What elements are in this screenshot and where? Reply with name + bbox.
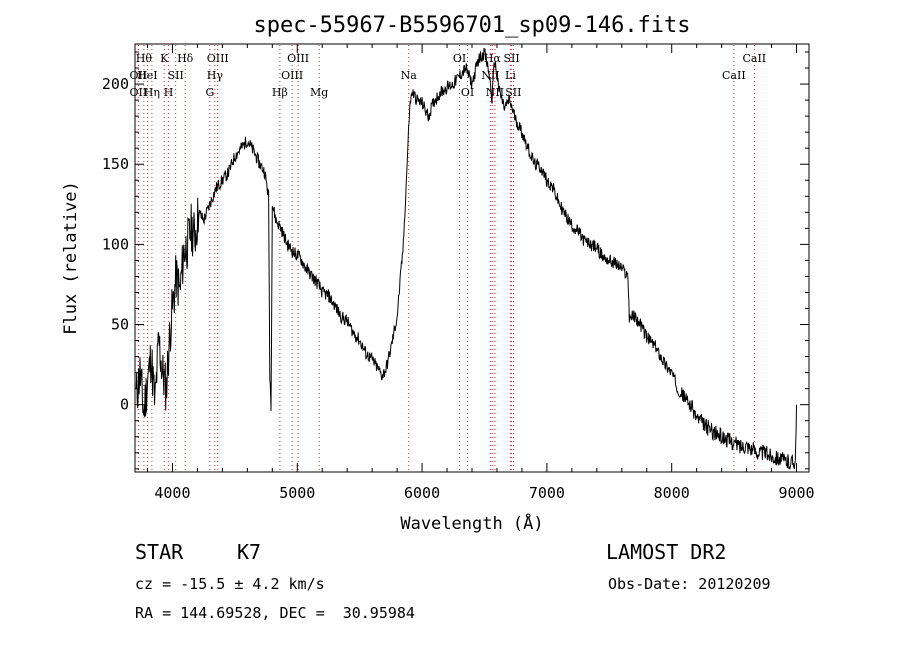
line-label-19: NII <box>481 69 499 82</box>
line-label-26: CaII <box>742 52 766 65</box>
chart-title: spec-55967-B5596701_sp09-146.fits <box>253 13 690 38</box>
survey-name: LAMOST DR2 <box>606 540 727 564</box>
line-label-18: OI <box>461 86 474 99</box>
line-label-12: Hβ <box>272 86 288 99</box>
line-label-15: Mg <box>310 86 328 99</box>
line-label-24: SII <box>505 86 521 99</box>
line-label-1: OII <box>130 69 148 82</box>
line-label-17: OI <box>453 52 466 65</box>
x-tick-label-6000: 6000 <box>404 484 440 502</box>
y-tick-label-150: 150 <box>102 155 129 173</box>
line-label-3: OII <box>130 86 148 99</box>
line-label-11: OIII <box>207 52 229 65</box>
line-label-9: G <box>205 86 214 99</box>
y-axis-label: Flux (relative) <box>61 181 81 335</box>
x-tick-label-7000: 7000 <box>529 484 565 502</box>
observation-date: Obs-Date: 20120209 <box>608 575 771 593</box>
line-label-7: SII <box>168 69 184 82</box>
y-tick-label-200: 200 <box>102 75 129 93</box>
line-label-4: Hη <box>144 86 160 99</box>
y-tick-label-100: 100 <box>102 235 129 253</box>
line-label-20: Hα <box>484 52 502 65</box>
line-label-14: OIII <box>287 52 309 65</box>
y-tick-label-50: 50 <box>111 316 129 334</box>
plot-frame <box>134 43 810 473</box>
spectrum-line <box>135 47 797 470</box>
x-tick-label-4000: 4000 <box>154 484 190 502</box>
x-axis-ticks: 4000 5000 6000 7000 8000 9000 <box>146 44 815 502</box>
object-class: STAR <box>135 540 184 564</box>
line-label-6: H <box>164 86 174 99</box>
line-label-13: OIII <box>281 69 303 82</box>
redshift-cz: cz = -15.5 ± 4.2 km/s <box>135 575 325 593</box>
line-label-8: Hδ <box>177 52 194 65</box>
x-tick-label-5000: 5000 <box>279 484 315 502</box>
line-label-25: CaII <box>722 69 746 82</box>
line-label-22: Li <box>505 69 516 82</box>
y-tick-label-0: 0 <box>120 396 129 414</box>
ra-dec: RA = 144.69528, DEC = 30.95984 <box>135 604 415 622</box>
x-axis-label: Wavelength (Å) <box>400 512 543 534</box>
line-label-16: Na <box>401 69 418 82</box>
object-subclass: K7 <box>237 540 262 564</box>
y-axis-ticks: 0 50 100 150 200 <box>102 51 809 470</box>
line-markers <box>137 45 755 471</box>
line-labels: HθOIIHeIOIIHηKHSIIHδGHγOIIIHβOIIIOIIIMgN… <box>130 52 767 99</box>
x-tick-label-8000: 8000 <box>654 484 690 502</box>
line-label-10: Hγ <box>207 69 224 82</box>
line-label-23: SII <box>503 52 519 65</box>
line-label-5: K <box>160 52 169 65</box>
x-tick-label-9000: 9000 <box>778 484 814 502</box>
line-label-2: HeI <box>137 69 157 82</box>
line-label-0: Hθ <box>136 52 153 65</box>
